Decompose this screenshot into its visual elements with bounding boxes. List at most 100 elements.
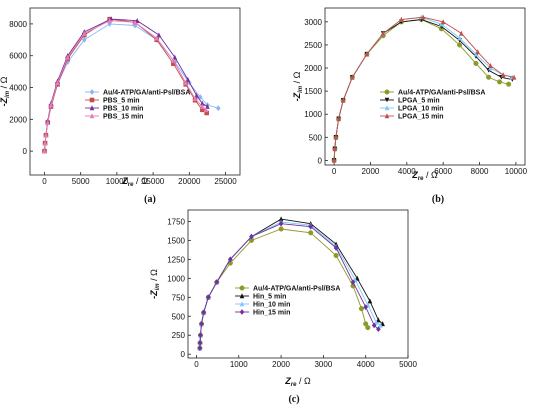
data-point <box>132 19 138 25</box>
data-point <box>200 103 205 109</box>
data-point <box>65 54 70 60</box>
data-point <box>48 102 54 108</box>
data-point <box>399 16 404 22</box>
legend-marker <box>239 285 245 291</box>
panel-label: (c) <box>288 394 299 405</box>
data-point <box>156 32 162 38</box>
data-point <box>475 49 481 55</box>
x-tick-label: 0 <box>42 177 47 186</box>
data-point <box>205 103 210 109</box>
y-tick-label: 1500 <box>304 87 322 96</box>
legend-entry: LPGA_5 min <box>398 98 440 105</box>
data-point <box>198 332 203 339</box>
data-point <box>278 216 284 222</box>
data-point <box>496 79 503 85</box>
series-line <box>199 218 383 349</box>
x-tick-label: 15000 <box>142 177 165 186</box>
data-point <box>380 30 386 36</box>
panel-label: (a) <box>144 194 156 205</box>
data-point <box>228 256 233 263</box>
data-point <box>214 279 220 286</box>
data-point <box>55 80 60 86</box>
y-axis-title: -Zim / Ω <box>149 269 161 299</box>
data-point <box>42 148 47 154</box>
data-point <box>331 157 337 163</box>
y-tick-label: 750 <box>172 293 186 302</box>
data-point <box>457 35 462 41</box>
data-point <box>203 107 209 113</box>
x-tick-label: 6000 <box>434 167 452 176</box>
x-tick-label: 10000 <box>505 167 528 176</box>
legend-entry: LPGA_10 min <box>398 106 444 113</box>
x-tick-label: 1000 <box>230 360 248 369</box>
legend-marker <box>384 105 390 111</box>
y-axis-title: -Zim / Ω <box>292 71 304 101</box>
series-1 <box>42 21 221 155</box>
data-point <box>363 321 369 327</box>
data-point <box>134 18 140 24</box>
y-tick-label: 0 <box>23 147 28 156</box>
data-point <box>333 134 339 140</box>
data-point <box>376 317 381 323</box>
legend-entry: Hin_15 min <box>253 310 290 317</box>
data-point <box>376 326 381 333</box>
data-point <box>154 35 160 41</box>
y-tick-label: 2500 <box>304 41 322 50</box>
x-tick-label: 0 <box>194 360 199 369</box>
data-point <box>378 322 383 328</box>
data-point <box>192 95 198 101</box>
x-axis-title: Zre / Ω <box>121 176 148 188</box>
series-1 <box>331 16 512 163</box>
legend-marker <box>89 113 95 119</box>
data-point <box>42 140 48 146</box>
x-tick-label: 4000 <box>398 167 416 176</box>
x-tick-label: 5000 <box>72 177 90 186</box>
data-point <box>183 80 188 86</box>
legend-marker <box>89 105 95 111</box>
data-point <box>171 57 176 63</box>
data-point <box>473 60 479 66</box>
plot-frame <box>187 209 409 359</box>
y-tick-label: 2000 <box>304 64 322 73</box>
y-tick-label: 500 <box>172 312 186 321</box>
legend-entry: Au/4-ATP/GA/anti-Psl/BSA <box>398 90 485 97</box>
data-point <box>206 294 211 301</box>
legend-entry: Au/4-ATP/GA/anti-Psl/BSA <box>103 90 190 97</box>
chart-panel-2: 0 2000 4000 6000 8000 10000 0 500 1000 1500 2000 25… <box>292 7 528 205</box>
series-2 <box>42 16 209 154</box>
y-tick-label: 4000 <box>9 84 27 93</box>
data-point <box>82 36 87 43</box>
x-tick-label: 8000 <box>471 167 489 176</box>
y-tick-label: 1250 <box>167 255 185 264</box>
x-tick-label: 20000 <box>178 177 201 186</box>
data-point <box>340 97 346 103</box>
data-point <box>500 72 506 78</box>
data-point <box>365 325 371 331</box>
legend-marker <box>89 97 95 103</box>
series-4 <box>42 18 209 154</box>
y-tick-label: 1750 <box>167 217 185 226</box>
chart-panel-3: 0 1000 2000 3000 4000 5000 0 250 500 750 1000 1250 1… <box>149 209 417 405</box>
legend-entry: LPGA_15 min <box>398 114 444 121</box>
data-point <box>511 74 517 80</box>
legend-entry: Hin_10 min <box>253 302 290 309</box>
data-point <box>200 107 205 113</box>
data-point <box>336 116 341 122</box>
data-point <box>440 19 446 25</box>
y-tick-label: 500 <box>309 133 323 142</box>
data-point <box>364 51 370 57</box>
data-point <box>185 76 191 82</box>
data-point <box>43 132 49 138</box>
data-point <box>82 30 87 36</box>
data-point <box>333 245 339 251</box>
data-point <box>363 304 368 311</box>
y-tick-label: 8000 <box>9 20 27 29</box>
data-point <box>459 30 464 36</box>
legend-entry: PBS_5 min <box>103 98 140 105</box>
data-point <box>350 279 356 286</box>
y-tick-label: 0 <box>318 156 323 165</box>
x-axis-title: Zre / Ω <box>284 376 311 388</box>
